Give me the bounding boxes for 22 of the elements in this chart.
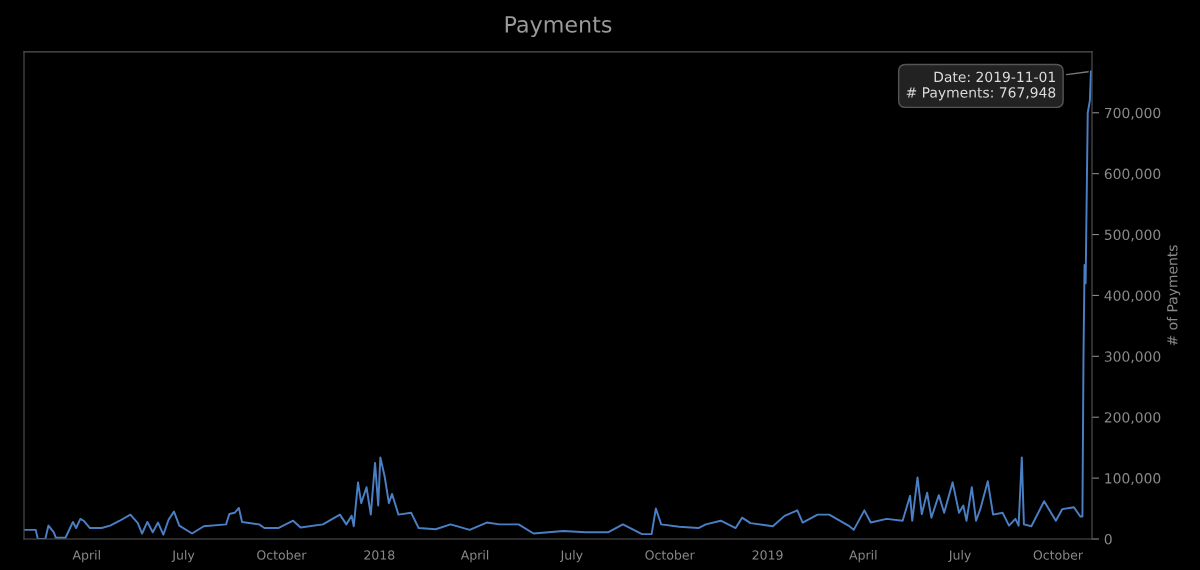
x-tick-label: July: [948, 550, 971, 563]
y-tick-label: 600,000: [1104, 168, 1161, 181]
chart-title: Payments: [505, 16, 612, 38]
y-tick-label: 0: [1104, 533, 1112, 545]
x-tick-label: April: [460, 550, 489, 563]
y-tick-label: 400,000: [1104, 290, 1161, 303]
y-tick-label: 300,000: [1104, 351, 1161, 364]
x-tick-label: April: [849, 550, 877, 563]
x-tick-label: April: [72, 550, 100, 563]
x-tick-label: October: [645, 550, 695, 560]
x-tick-label: July: [559, 550, 583, 563]
y-tick-label: 200,000: [1104, 412, 1161, 425]
annotation: Date: 2019-11-01 # Payments: 767,948: [906, 71, 1056, 101]
x-tick-label: 2019: [752, 550, 783, 560]
y-tick-label: 100,000: [1105, 473, 1161, 485]
x-tick-label: July: [171, 550, 195, 563]
x-tick-label: 2018: [364, 550, 395, 560]
y-tick-label: 500,000: [1104, 229, 1161, 242]
y-axis-title: # of Payments: [1166, 245, 1181, 346]
y-tick-label: 700,000: [1104, 107, 1161, 120]
x-tick-label: October: [1033, 550, 1083, 560]
x-tick-label: October: [257, 550, 307, 560]
